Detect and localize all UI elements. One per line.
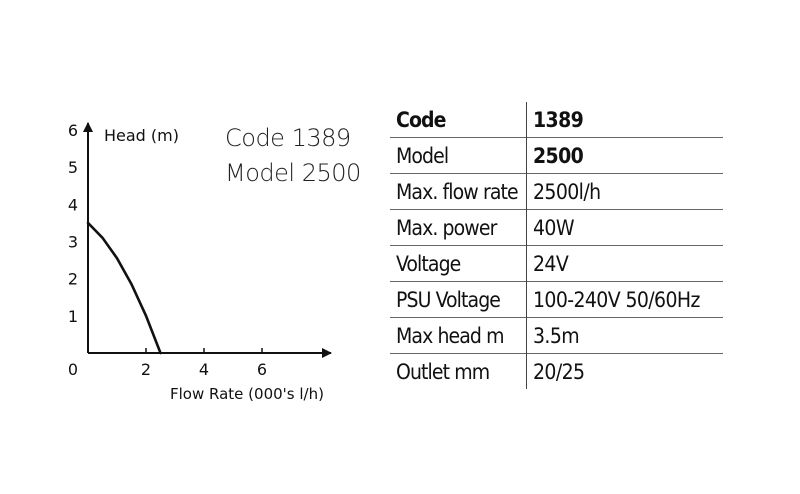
pump-curve-chart: 1 2 3 4 5 6 0 2 4 6 Head (m) Flow Rate (000's l/… <box>68 121 332 403</box>
x-tick-label: 0 <box>68 360 78 379</box>
model-annotation: Model 2500 <box>225 159 361 187</box>
y-tick-label: 2 <box>68 270 78 289</box>
spec-row: Outlet mm 20/25 <box>390 353 723 389</box>
spec-row: Max head m 3.5m <box>390 317 723 354</box>
spec-key: Max. flow rate <box>396 179 519 204</box>
spec-value: 1389 <box>526 102 723 138</box>
spec-value: 100-240V 50/60Hz <box>526 281 723 318</box>
spec-row: PSU Voltage 100-240V 50/60Hz <box>390 281 723 318</box>
x-tick-label: 6 <box>257 360 267 379</box>
spec-key: Max head m <box>396 323 505 348</box>
y-tick-label: 4 <box>68 195 78 214</box>
x-axis-label: Flow Rate (000's l/h) <box>170 385 324 403</box>
spec-value: 2500 <box>526 137 723 174</box>
code-annotation: Code 1389 <box>225 124 351 152</box>
x-tick-label: 2 <box>141 360 151 379</box>
x-tick-label: 4 <box>199 360 209 379</box>
spec-key: Model <box>396 143 449 168</box>
y-tick-label: 6 <box>68 121 78 140</box>
spec-table: Code 1389 Model 2500 Max. flow rate 2500l/h Ma… <box>390 102 723 389</box>
spec-value: 3.5m <box>526 317 723 354</box>
spec-row: Max. flow rate 2500l/h <box>390 173 723 210</box>
spec-row: Code 1389 <box>390 102 723 138</box>
spec-key: Max. power <box>396 215 497 240</box>
spec-key: Voltage <box>396 251 461 276</box>
y-tick-label: 3 <box>68 233 78 252</box>
y-tick-label: 5 <box>68 158 78 177</box>
spec-value: 20/25 <box>526 353 723 389</box>
spec-row: Max. power 40W <box>390 209 723 246</box>
spec-value: 40W <box>526 209 723 246</box>
spec-key: Code <box>396 107 446 132</box>
spec-key: PSU Voltage <box>396 287 501 312</box>
spec-row: Voltage 24V <box>390 245 723 282</box>
spec-key: Outlet mm <box>396 359 490 384</box>
y-axis-label: Head (m) <box>104 126 179 145</box>
spec-row: Model 2500 <box>390 137 723 174</box>
pump-curve-line <box>86 221 162 355</box>
spec-value: 24V <box>526 245 723 282</box>
y-tick-label: 1 <box>68 307 78 326</box>
spec-value: 2500l/h <box>526 173 723 210</box>
